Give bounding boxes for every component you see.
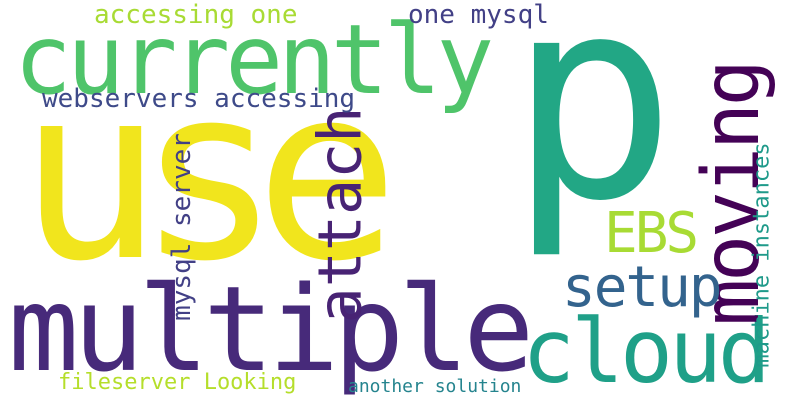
word-cloud: cloud: [522, 300, 771, 400]
word-machine-instances: machine instances: [749, 142, 775, 368]
word-attach: attach: [305, 106, 376, 324]
word-fileserver-looking: fileserver Looking: [58, 370, 297, 395]
word-use: use: [18, 34, 400, 314]
word-one-mysql: one mysql: [408, 0, 549, 30]
word-mysql-server: mysql server: [166, 133, 197, 321]
word-setup: setup: [562, 255, 723, 320]
word-webservers-accessing: webservers accessing: [42, 84, 356, 114]
word-another-solution: another solution: [348, 376, 522, 397]
word-accessing-one: accessing one: [94, 0, 298, 30]
word-multiple: multiple: [8, 260, 534, 398]
word-currently: currently: [14, 4, 494, 116]
word-ebs: EBS: [604, 201, 699, 266]
word-p: p: [508, 0, 677, 263]
